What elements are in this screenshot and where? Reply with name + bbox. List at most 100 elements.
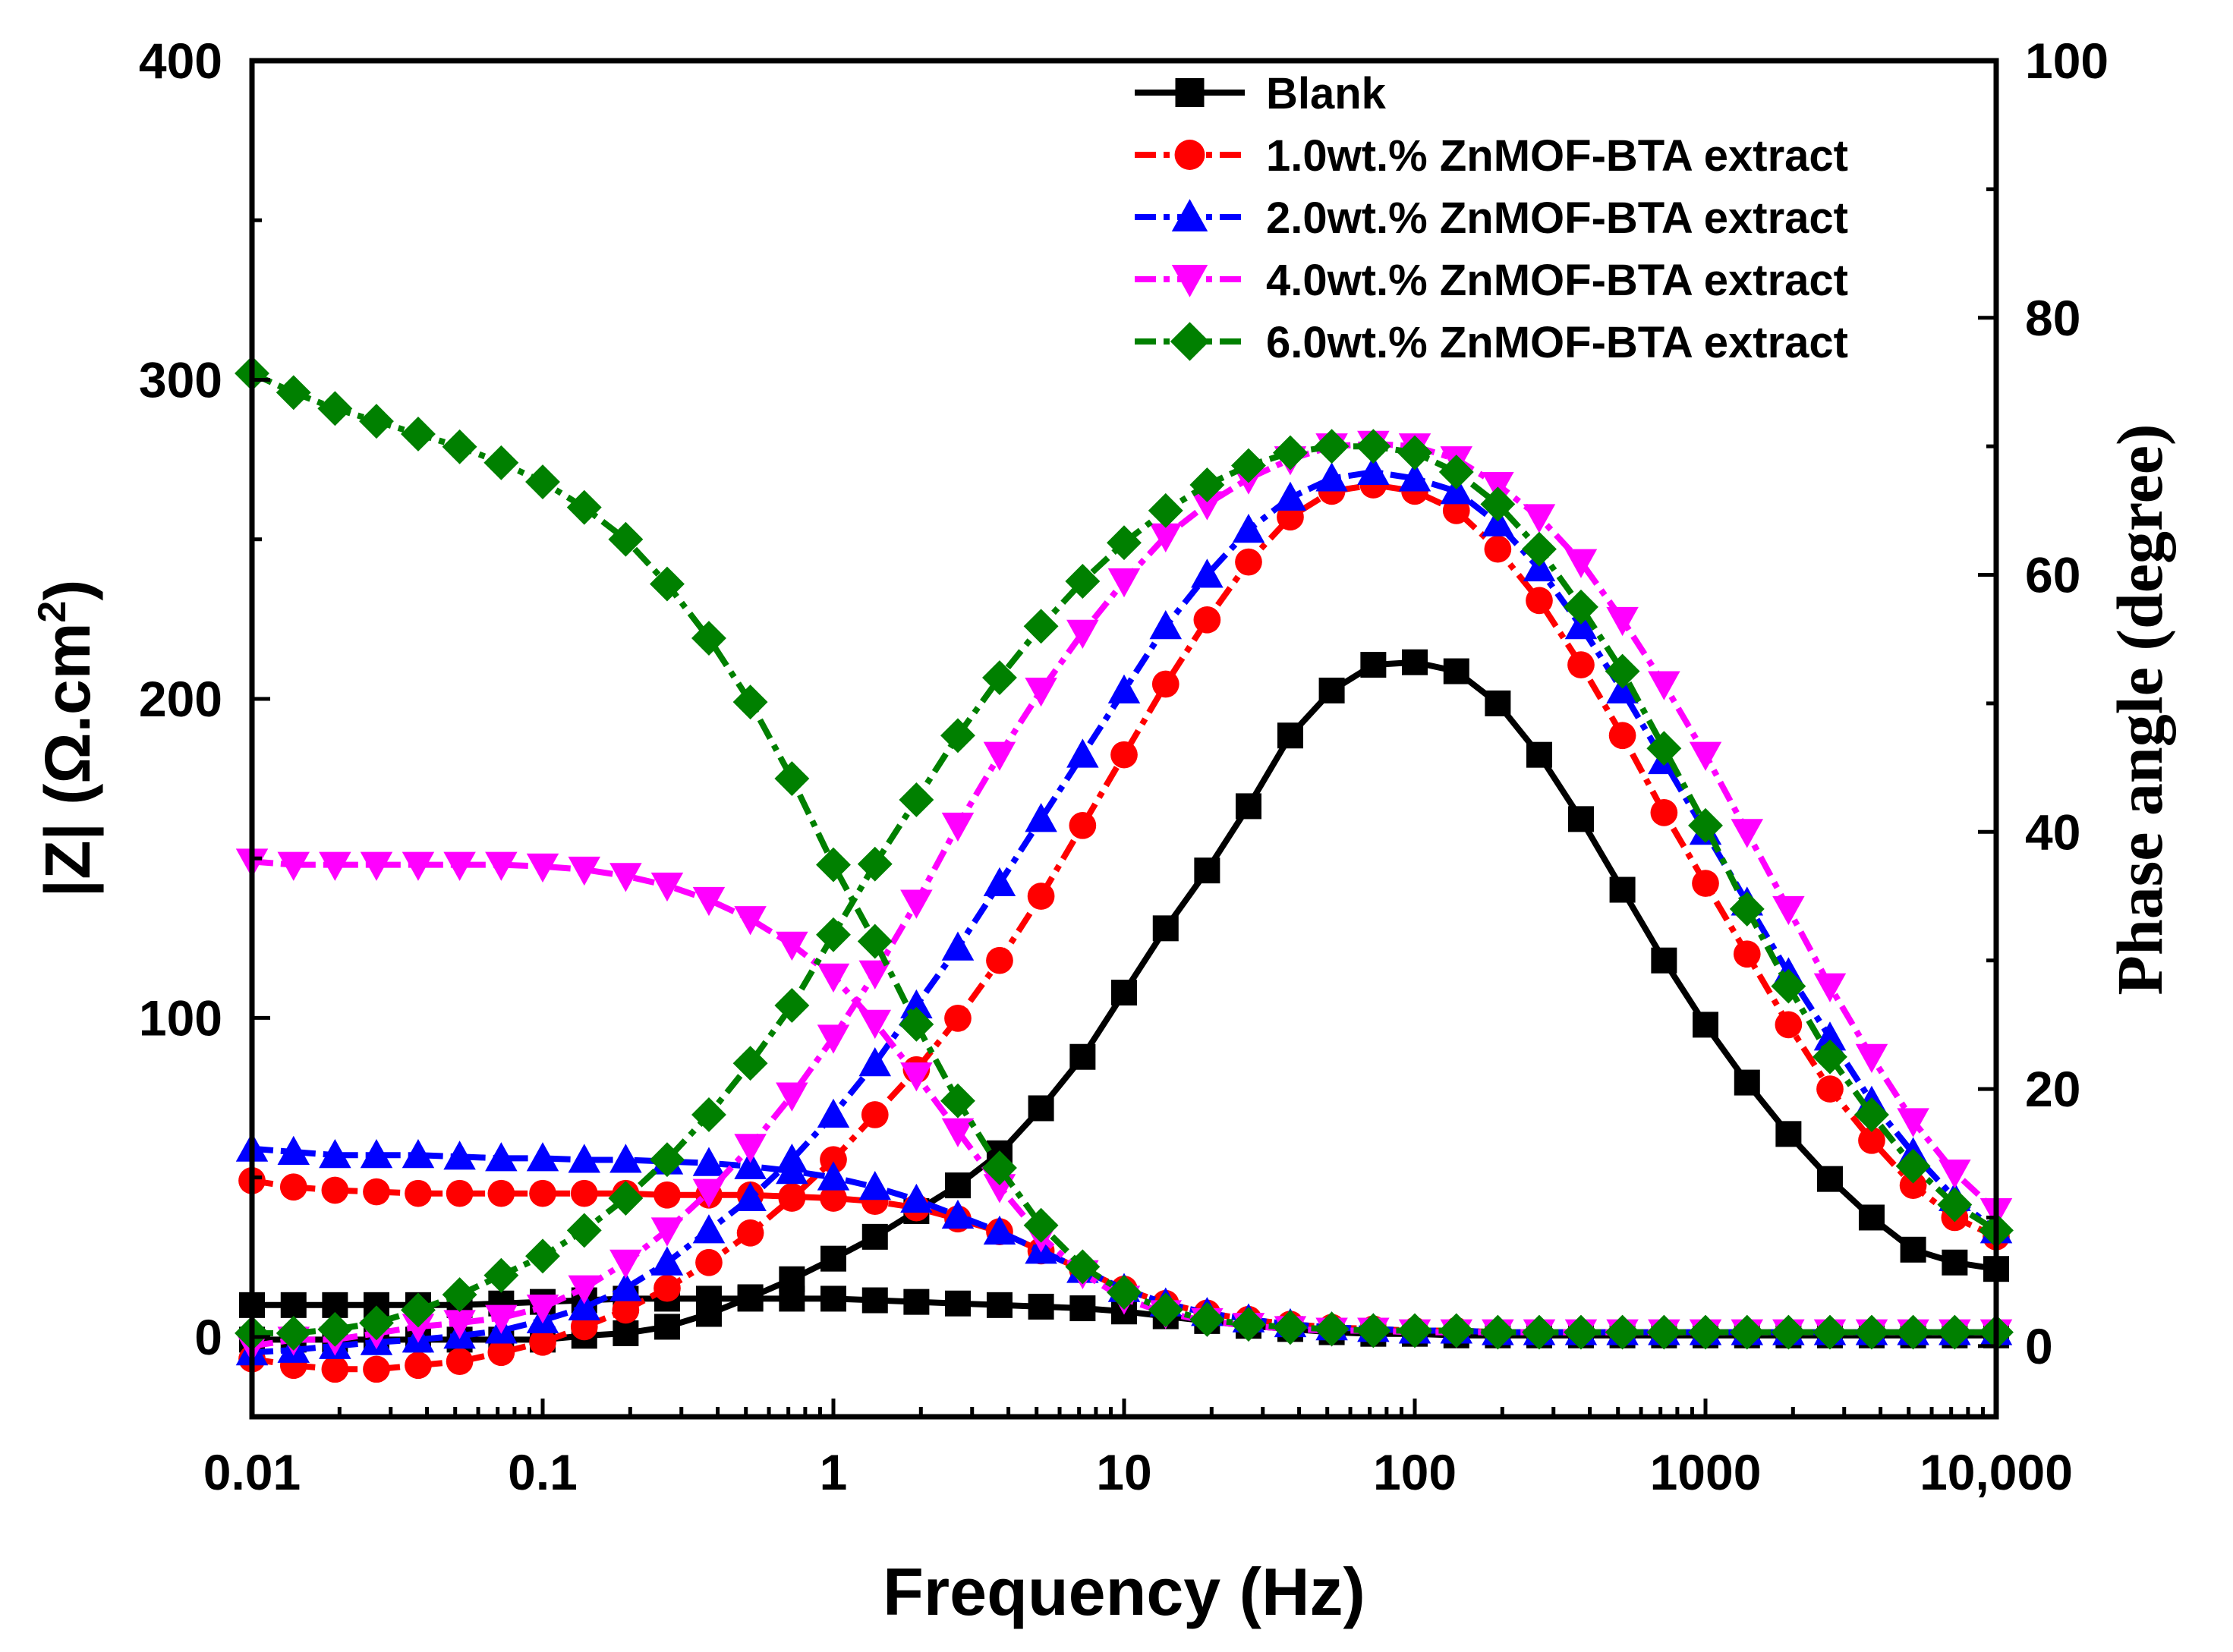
series-2-phase-point (986, 946, 1013, 974)
series-2-phase-point (321, 1355, 349, 1383)
series-3-phase-point (941, 931, 975, 961)
ticks-layer: 0.01 0.1 1 10 100 1000 10,000 0 100 200 300 400 0 20 4… (139, 33, 2109, 1500)
series-2-phase-point (529, 1328, 556, 1356)
y-axis-label-main: |Z| (Ω.cm (32, 623, 104, 898)
series-5-phase-point (940, 718, 975, 754)
series-2-phase-point (1235, 548, 1262, 576)
legend-marker (1175, 78, 1205, 107)
series-1-phase-point (654, 1314, 680, 1340)
series-5-phase-point (1522, 531, 1557, 567)
series-4-phase-point (568, 1275, 601, 1304)
series-5-impedance-point (1480, 1314, 1516, 1350)
legend-label: 1.0wt.% ZnMOF-BTA extract (1266, 131, 1848, 181)
series-5-impedance-point (1189, 1301, 1225, 1337)
series-3-phase-point (1232, 514, 1265, 543)
series-5-phase-point (608, 1181, 644, 1216)
series-3-impedance-point (402, 1138, 435, 1169)
legend-label: 4.0wt.% ZnMOF-BTA extract (1266, 256, 1848, 305)
series-4-phase-point (1025, 677, 1057, 707)
series-5-phase-point (359, 1305, 394, 1341)
y-tick-label: 400 (139, 33, 222, 89)
series-3-impedance-point (485, 1142, 518, 1172)
series-1-phase-point (1526, 741, 1552, 768)
series-2-phase-point (1733, 940, 1761, 968)
series-5-impedance-point (1646, 1314, 1682, 1350)
series-5-impedance-point (1231, 1307, 1266, 1342)
series-1-phase-point (1443, 658, 1469, 684)
series-5-phase-point (442, 1277, 477, 1313)
series-1-phase-point (1235, 793, 1261, 820)
series-5-impedance-point (276, 375, 311, 411)
series-1-phase-point (737, 1284, 764, 1311)
series-5-impedance-point (1273, 1310, 1308, 1345)
series-1-impedance-point (903, 1289, 930, 1315)
series-1-phase-point (1816, 1166, 1843, 1192)
series-1-impedance-point (1028, 1293, 1054, 1320)
series-5-phase-point (276, 1315, 311, 1351)
series-2-impedance-point (405, 1179, 432, 1207)
series-2-impedance-point (321, 1176, 349, 1204)
series-3-phase-point (1191, 559, 1224, 588)
series-2-phase-point (612, 1296, 640, 1324)
series-2-phase-point (820, 1146, 847, 1174)
series-3-phase-point (1149, 610, 1183, 640)
series-3-phase-point (734, 1182, 767, 1212)
x-tick-label: 100 (1373, 1444, 1457, 1500)
series-1-phase-point (1651, 947, 1677, 974)
y2-axis-label: Phase angle (degree) (2103, 423, 2176, 995)
series-4-phase-point (485, 1304, 518, 1334)
series-4-phase-point (1149, 523, 1183, 552)
series-4-phase-point (776, 1082, 808, 1112)
series-4-impedance-point (609, 863, 642, 892)
series-3-phase-point (650, 1246, 684, 1276)
series-3-impedance-point (734, 1150, 767, 1179)
series-5-phase-point (1189, 467, 1225, 502)
series-5-phase-point (982, 660, 1017, 695)
legend-marker (1174, 140, 1205, 170)
series-4-impedance-point (817, 963, 850, 993)
series-5-phase-point (1438, 455, 1474, 489)
series-1-phase-point (1069, 1043, 1096, 1070)
series-5-impedance-point (774, 761, 810, 797)
series-1-phase-point (1942, 1249, 1968, 1276)
series-1-phase-point (820, 1245, 846, 1272)
series-4-phase-point (1897, 1108, 1929, 1138)
series-4-phase-point (1191, 491, 1224, 521)
series-2-phase-point (446, 1348, 474, 1376)
series-3-phase-point (1357, 455, 1390, 486)
series-4-phase-point (1066, 619, 1099, 650)
series-3-impedance-point (941, 1199, 975, 1229)
series-5-phase-point (1895, 1148, 1931, 1184)
series-5-phase-point (774, 988, 810, 1023)
series-1-phase-point (1775, 1121, 1802, 1147)
series-3-phase-point (776, 1143, 808, 1173)
series-1-phase-point (1318, 677, 1345, 703)
y-axis-label-superscript: 2 (30, 601, 74, 623)
y2-tick-label: 100 (2025, 33, 2109, 89)
series-2-impedance-point (570, 1179, 598, 1207)
series-5-phase-point (1065, 564, 1101, 599)
legend-item: Blank (1135, 69, 1387, 118)
y-axis-label: |Z| (Ω.cm2) (30, 580, 104, 898)
series-4-phase-point (692, 1178, 726, 1208)
legend-item: 4.0wt.% ZnMOF-BTA extract (1135, 256, 1848, 305)
series-3-impedance-point (692, 1147, 726, 1176)
series-4-impedance-point (568, 856, 601, 886)
series-4-impedance-point (776, 931, 808, 961)
series-4-phase-point (734, 1134, 767, 1163)
series-5-impedance-point (608, 521, 644, 557)
series-5-impedance-point (1688, 1314, 1723, 1350)
series-3-phase-point (568, 1291, 601, 1321)
series-5-impedance-point (1854, 1314, 1889, 1350)
series-3-impedance-point (443, 1141, 476, 1170)
series-4-phase-point (609, 1249, 642, 1279)
series-3-impedance-point (983, 1215, 1016, 1245)
x-tick-label: 10 (1096, 1444, 1151, 1500)
y2-tick-label: 80 (2025, 290, 2080, 346)
series-5-impedance-point (1065, 1249, 1101, 1285)
series-4-impedance-point (692, 886, 726, 917)
series-3-phase-point (1440, 475, 1473, 505)
series-4-phase-point (526, 1295, 559, 1324)
series-1-phase-point (1111, 980, 1137, 1006)
